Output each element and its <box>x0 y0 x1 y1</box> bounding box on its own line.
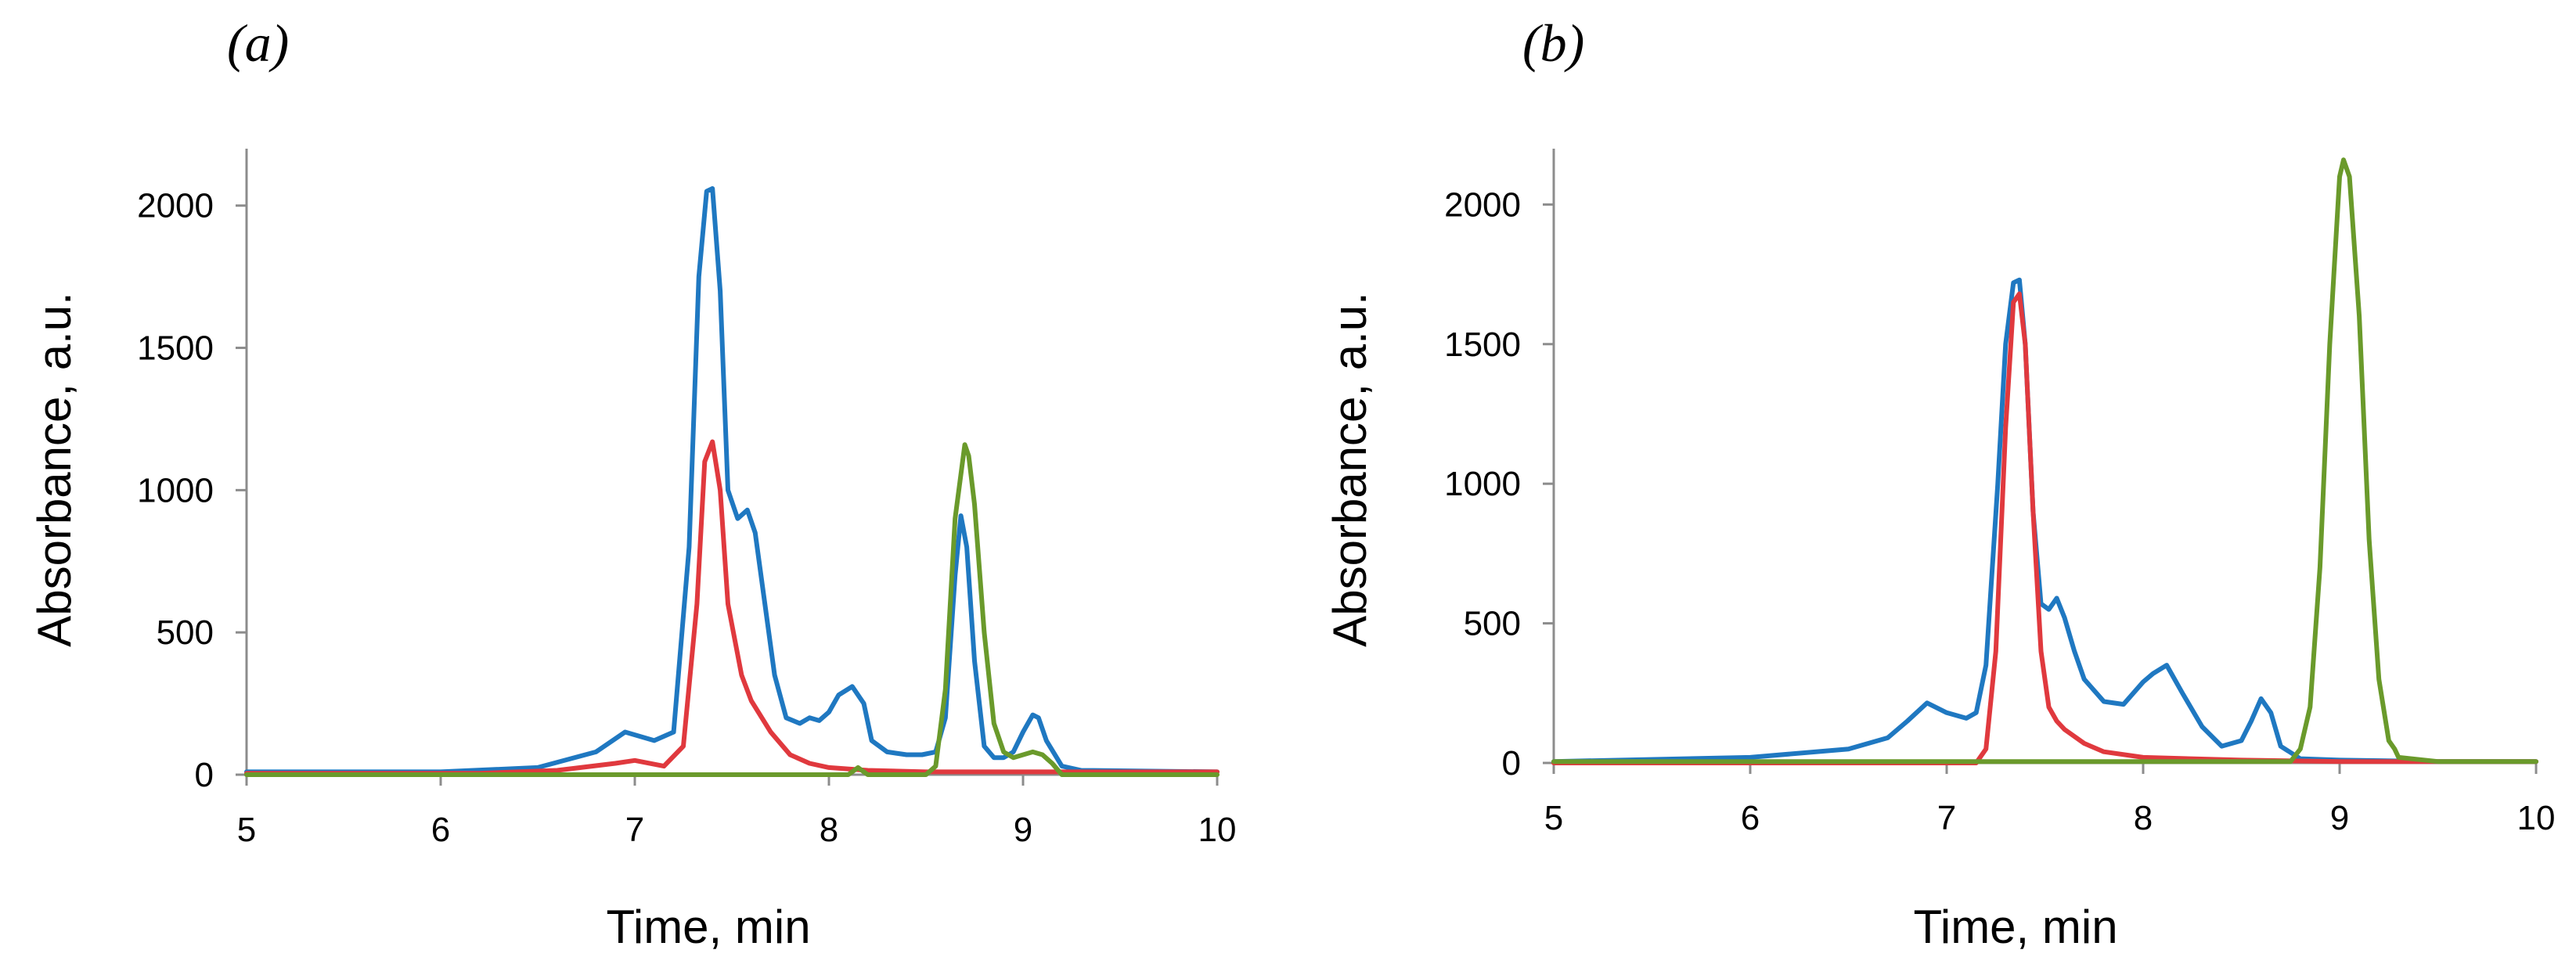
y-tick-label-b: 2000 <box>1444 185 1521 224</box>
series-green-line-a <box>244 442 1220 777</box>
y-axis-title-b: Absorbance, a.u. <box>1324 292 1376 647</box>
x-tick-label-a: 6 <box>431 811 450 849</box>
y-tick-label-a: 0 <box>195 756 214 794</box>
series-red-line-a <box>244 439 1220 776</box>
x-tick-label-a: 10 <box>1198 811 1237 849</box>
series-red-line-b <box>1551 291 2538 765</box>
x-tick-label-a: 5 <box>237 811 256 849</box>
x-tick-label-b: 8 <box>2134 799 2153 837</box>
x-axis-title-b: Time, min <box>1913 901 2117 953</box>
series-blue-line-a <box>244 185 1220 775</box>
x-tick-label-b: 6 <box>1741 799 1760 837</box>
y-tick-label-b: 1000 <box>1444 465 1521 503</box>
x-tick-label-a: 7 <box>625 811 644 849</box>
series-green-line-b <box>1551 157 2538 765</box>
chart-panel-a: (a) 5 6 7 8 9 10 0 500 1000 1500 2000 Time, min Ab… <box>28 13 1236 953</box>
y-tick-label-b: 1500 <box>1444 326 1521 364</box>
y-tick-label-a: 2000 <box>137 187 214 225</box>
panel-label-b: (b) <box>1522 13 1584 73</box>
x-tick-label-b: 7 <box>1937 799 1956 837</box>
y-axis-title-a: Absorbance, a.u. <box>28 292 81 647</box>
x-tick-label-b: 10 <box>2517 799 2556 837</box>
chart-panel-b: (b) 5 6 7 8 9 10 0 500 1000 1500 2000 Time, min Ab… <box>1324 13 2555 953</box>
plot-area-a: 5 6 7 8 9 10 0 500 1000 1500 2000 <box>137 149 1236 849</box>
x-tick-label-b: 9 <box>2330 799 2349 837</box>
panel-label-a: (a) <box>227 13 289 73</box>
y-tick-label-a: 1500 <box>137 329 214 368</box>
y-tick-label-a: 1000 <box>137 471 214 509</box>
x-tick-label-a: 9 <box>1014 811 1032 849</box>
y-tick-label-b: 0 <box>1502 744 1521 783</box>
y-tick-label-b: 500 <box>1464 605 1521 643</box>
x-tick-label-a: 8 <box>820 811 838 849</box>
x-axis-title-a: Time, min <box>606 901 810 953</box>
y-tick-label-a: 500 <box>157 613 214 652</box>
x-tick-label-b: 5 <box>1544 799 1563 837</box>
series-blue-line-b <box>1551 277 2538 765</box>
plot-area-b: 5 6 7 8 9 10 0 500 1000 1500 2000 <box>1444 149 2555 837</box>
